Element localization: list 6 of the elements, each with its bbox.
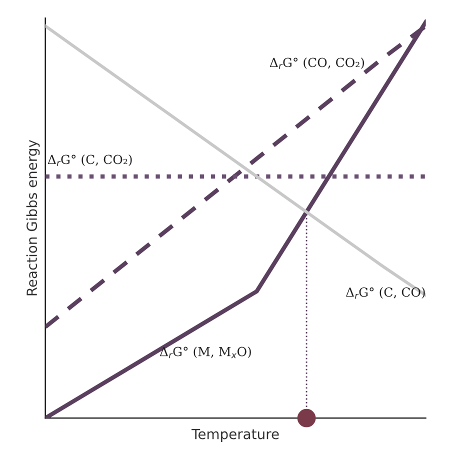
y-axis-title: Reaction Gibbs energy [26,140,40,296]
series-label: Δ$_{r}$G° (CO, CO₂) [270,57,364,70]
x-axis-title: Temperature [192,428,279,442]
series-label: Δ$_{r}$G° (C, CO₂) [48,154,132,166]
series-label: Δ$_{r}$G° (M, M$_{x}$O) [160,346,251,358]
series-label: Δ$_{r}$G° (C, CO) [346,287,425,299]
